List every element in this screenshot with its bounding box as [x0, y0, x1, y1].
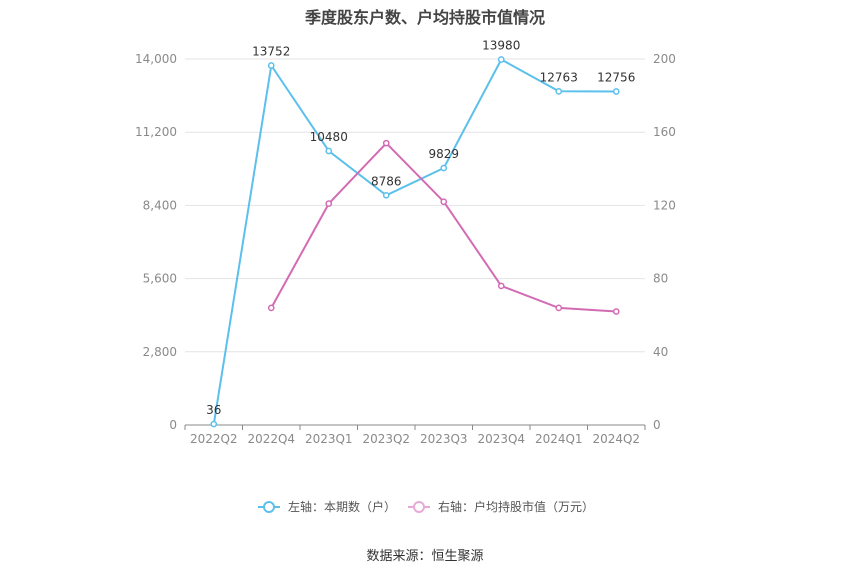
x-axis-tick-label: 2023Q1	[305, 432, 353, 446]
left-axis-tick-label: 5,600	[143, 272, 177, 286]
legend-marker-1	[263, 501, 275, 513]
legend-marker-2	[413, 501, 425, 513]
series-1-point	[210, 420, 218, 428]
series-1-point	[440, 164, 448, 172]
series-2-point	[555, 304, 563, 312]
x-axis-tick-label: 2023Q2	[362, 432, 410, 446]
data-label: 12763	[540, 70, 578, 84]
left-axis-tick-label: 0	[169, 418, 177, 432]
series-2-point	[440, 198, 448, 206]
series-2-point	[267, 304, 275, 312]
data-label: 13752	[252, 44, 290, 58]
series-1-point	[267, 62, 275, 69]
series-1-point	[497, 56, 505, 63]
data-label: 8786	[371, 174, 402, 188]
x-axis-tick-label: 2024Q1	[535, 432, 583, 446]
series-2-point	[325, 200, 333, 207]
data-label: 12756	[597, 71, 635, 85]
series-1-point	[555, 87, 563, 95]
data-label: 36	[206, 403, 221, 417]
x-axis-tick-label: 2022Q4	[247, 432, 295, 446]
left-axis-tick-label: 2,800	[143, 345, 177, 359]
series-2-point	[612, 308, 620, 315]
source-note: 数据来源：恒生聚源	[366, 549, 484, 564]
series-1-point	[382, 191, 390, 199]
series-2-point	[497, 282, 505, 290]
series-2-point	[382, 139, 390, 147]
legend-label-2: 右轴：户均持股市值（万元）	[438, 499, 594, 514]
series-line-1	[212, 58, 617, 425]
x-axis-tick-label: 2023Q4	[477, 432, 525, 446]
right-axis-tick-label: 200	[653, 52, 676, 66]
series-1-point	[612, 88, 620, 95]
x-axis-tick-label: 2024Q2	[592, 432, 640, 446]
right-axis-tick-label: 0	[653, 418, 661, 432]
data-label: 9829	[428, 147, 459, 161]
right-axis-tick-label: 160	[653, 125, 676, 139]
left-axis-tick-label: 14,000	[135, 52, 177, 66]
series-1-point	[325, 147, 333, 155]
x-axis-tick-label: 2022Q2	[190, 432, 238, 446]
left-axis-tick-label: 11,200	[135, 125, 177, 139]
right-axis-tick-label: 120	[653, 198, 676, 212]
data-label: 10480	[310, 130, 348, 144]
left-axis-tick-label: 8,400	[143, 198, 177, 212]
right-axis-tick-label: 40	[653, 345, 668, 359]
legend-label-1: 左轴：本期数（户）	[288, 499, 396, 514]
right-axis-tick-label: 80	[653, 272, 668, 286]
chart-title: 季度股东户数、户均持股市值情况	[304, 8, 545, 27]
data-label: 13980	[482, 39, 520, 53]
x-axis-tick-label: 2023Q3	[420, 432, 468, 446]
